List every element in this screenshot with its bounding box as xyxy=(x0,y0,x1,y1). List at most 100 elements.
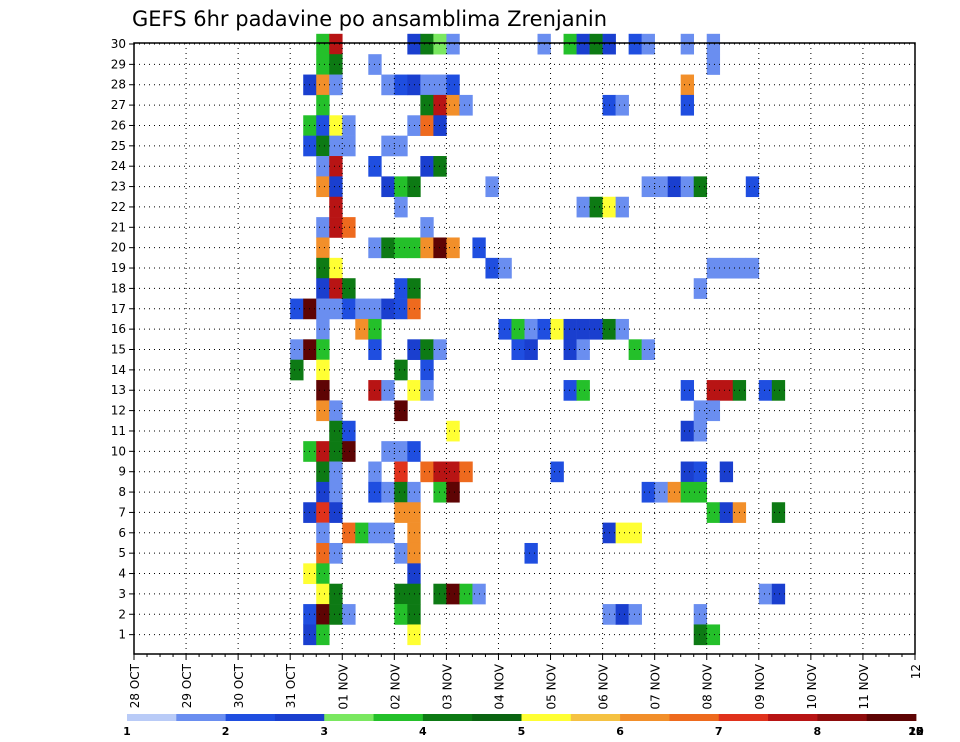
heatmap-cell xyxy=(394,502,408,523)
y-axis: 1234567891011121314151617181920212223242… xyxy=(111,37,134,642)
heatmap-cell xyxy=(446,461,460,483)
heatmap-cell xyxy=(420,94,434,116)
heatmap-cell xyxy=(693,420,708,442)
y-tick-label: 15 xyxy=(111,343,126,357)
heatmap-cell xyxy=(589,33,603,55)
heatmap-cell xyxy=(394,135,408,157)
x-tick-label: 11 NOV xyxy=(857,663,871,709)
y-tick-label: 24 xyxy=(111,159,126,173)
heatmap-cell xyxy=(329,604,343,625)
y-tick-label: 26 xyxy=(111,118,126,132)
heatmap-cell xyxy=(394,237,408,259)
heatmap-cell xyxy=(615,196,629,218)
x-tick-label: 04 NOV xyxy=(492,663,506,709)
colorbar-swatch xyxy=(817,714,868,721)
heatmap-cell xyxy=(719,502,734,523)
heatmap-cell xyxy=(745,257,760,279)
heatmap-cell xyxy=(615,522,629,544)
x-axis: 28 OCT 29 OCT 30 OCT 31 OCT 01 NOV 02 NOV 03 N… xyxy=(128,654,923,710)
heatmap-cell xyxy=(394,400,408,422)
heatmap-cell xyxy=(316,461,330,483)
heatmap-cell xyxy=(329,461,343,483)
heatmap-cell xyxy=(355,318,369,340)
heatmap-cell xyxy=(420,115,434,136)
colorbar-swatch xyxy=(866,714,917,721)
heatmap-cell xyxy=(290,339,304,360)
heatmap-cell xyxy=(511,318,525,340)
y-tick-label: 6 xyxy=(118,526,126,540)
heatmap-cell xyxy=(563,380,577,401)
heatmap-cell xyxy=(381,176,395,198)
heatmap-cell xyxy=(771,502,786,523)
heatmap-cell xyxy=(316,522,330,544)
y-tick-label: 18 xyxy=(111,281,126,295)
y-tick-label: 7 xyxy=(118,505,126,519)
heatmap-cell xyxy=(316,624,330,646)
heatmap-cell xyxy=(706,502,721,523)
heatmap-cell xyxy=(329,441,343,462)
x-tick-label: 30 OCT xyxy=(232,663,246,708)
heatmap-cell xyxy=(420,33,434,55)
heatmap-cell xyxy=(446,481,460,503)
heatmap-cell xyxy=(342,278,356,299)
heatmap-cell xyxy=(316,135,330,157)
heatmap-cell xyxy=(329,54,343,75)
y-tick-label: 9 xyxy=(118,465,126,479)
heatmap-cell xyxy=(433,74,447,96)
heatmap-cell xyxy=(459,94,473,116)
heatmap-cell xyxy=(316,115,330,136)
heatmap-cell xyxy=(433,115,447,136)
x-tick-label: 02 NOV xyxy=(388,663,402,709)
heatmap-cell xyxy=(342,298,356,320)
heatmap-cell xyxy=(524,542,538,564)
y-tick-label: 12 xyxy=(111,404,126,418)
colorbar-label: 20 xyxy=(908,725,924,738)
heatmap-cell xyxy=(329,196,343,218)
heatmap-cell xyxy=(680,176,695,198)
heatmap-cell xyxy=(342,420,356,442)
y-tick-label: 8 xyxy=(118,485,126,499)
heatmap-cell xyxy=(459,461,473,483)
heatmap-cell xyxy=(498,318,512,340)
heatmap-cell xyxy=(394,298,408,320)
heatmap-cell xyxy=(706,380,721,401)
heatmap-cell xyxy=(329,542,343,564)
x-tick-label: 28 OCT xyxy=(128,663,142,708)
heatmap-cell xyxy=(381,481,395,503)
heatmap-cell xyxy=(511,339,525,360)
heatmap-cell xyxy=(628,604,642,625)
y-tick-label: 30 xyxy=(111,37,126,51)
colorbar-swatch xyxy=(127,714,177,721)
heatmap-cell xyxy=(498,257,512,279)
heatmap-cell xyxy=(290,359,304,381)
heatmap-cell xyxy=(693,624,708,646)
heatmap-cell xyxy=(433,33,447,55)
grid-lines xyxy=(134,43,915,654)
heatmap-cell xyxy=(420,380,434,401)
colorbar-label: 1 xyxy=(123,725,131,738)
x-tick-label: 31 OCT xyxy=(284,663,298,708)
x-tick-label: 08 NOV xyxy=(701,663,715,709)
heatmap-cell xyxy=(758,380,773,401)
heatmap-cell xyxy=(693,400,708,422)
y-tick-label: 25 xyxy=(111,139,126,153)
colorbar-swatch xyxy=(521,714,572,721)
heatmap-cell xyxy=(394,481,408,503)
heatmap-cell xyxy=(459,583,473,605)
colorbar-label: 15 xyxy=(908,725,923,738)
colorbar-swatch xyxy=(225,714,276,721)
heatmap-cell xyxy=(758,583,773,605)
heatmap-cell xyxy=(329,156,343,177)
heatmap-cell xyxy=(316,542,330,564)
y-tick-label: 11 xyxy=(111,424,126,438)
y-tick-label: 13 xyxy=(111,383,126,397)
y-tick-label: 5 xyxy=(118,546,126,560)
heatmap-cell xyxy=(316,33,330,55)
heatmap-cell xyxy=(316,359,330,381)
heatmap-cell xyxy=(420,359,434,381)
heatmap-cell xyxy=(433,237,447,259)
heatmap-cell xyxy=(654,481,668,503)
heatmap-cell xyxy=(563,318,577,340)
y-tick-label: 19 xyxy=(111,261,126,275)
heatmap-cell xyxy=(576,380,590,401)
